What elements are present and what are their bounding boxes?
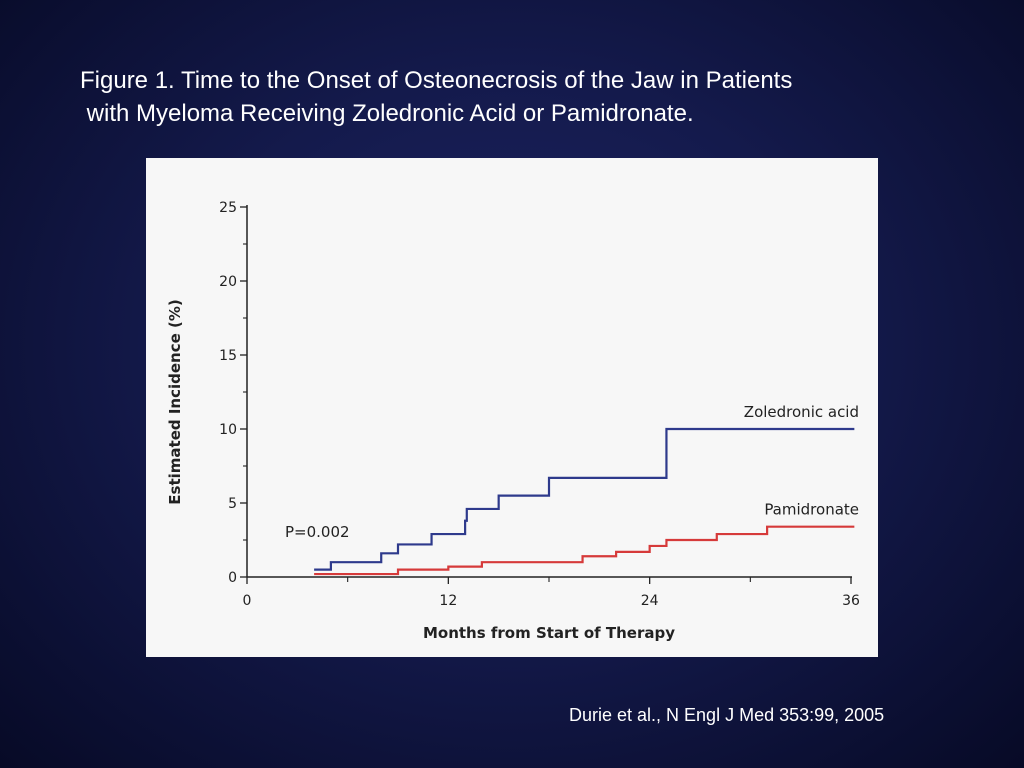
slide-title: Figure 1. Time to the Onset of Osteonecr… [80, 64, 960, 130]
y-tick-label-25: 25 [219, 200, 237, 216]
x-tick-label-0: 0 [243, 593, 252, 609]
slide-title-line-2: with Myeloma Receiving Zoledronic Acid o… [80, 100, 694, 127]
x-tick-label-24: 24 [641, 593, 659, 609]
x-tick-label-36: 36 [842, 593, 860, 609]
series-label-zoledronic-acid: Zoledronic acid [744, 403, 859, 421]
y-tick-label-15: 15 [219, 348, 237, 364]
y-tick-label-0: 0 [228, 570, 237, 586]
series-line-pamidronate [314, 525, 855, 576]
y-tick-label-5: 5 [228, 496, 237, 512]
x-tick-label-12: 12 [439, 593, 457, 609]
y-axis-title: Estimated Incidence (%) [166, 299, 184, 504]
y-tick-label-20: 20 [219, 274, 237, 290]
chart-panel: 0 5 10 15 20 25 0 12 24 36 Months from Start of Th… [146, 158, 878, 657]
x-axis-title: Months from Start of Therapy [423, 624, 675, 642]
citation: Durie et al., N Engl J Med 353:99, 2005 [569, 705, 885, 725]
y-tick-label-10: 10 [219, 422, 237, 438]
series-line-zoledronic-acid [314, 427, 855, 571]
incidence-step-chart: 0 5 10 15 20 25 0 12 24 36 Months from Start of Th… [166, 200, 860, 642]
p-value-annotation: P=0.002 [285, 523, 350, 541]
slide-title-line-1: Figure 1. Time to the Onset of Osteonecr… [80, 67, 793, 94]
series-label-pamidronate: Pamidronate [764, 501, 859, 519]
